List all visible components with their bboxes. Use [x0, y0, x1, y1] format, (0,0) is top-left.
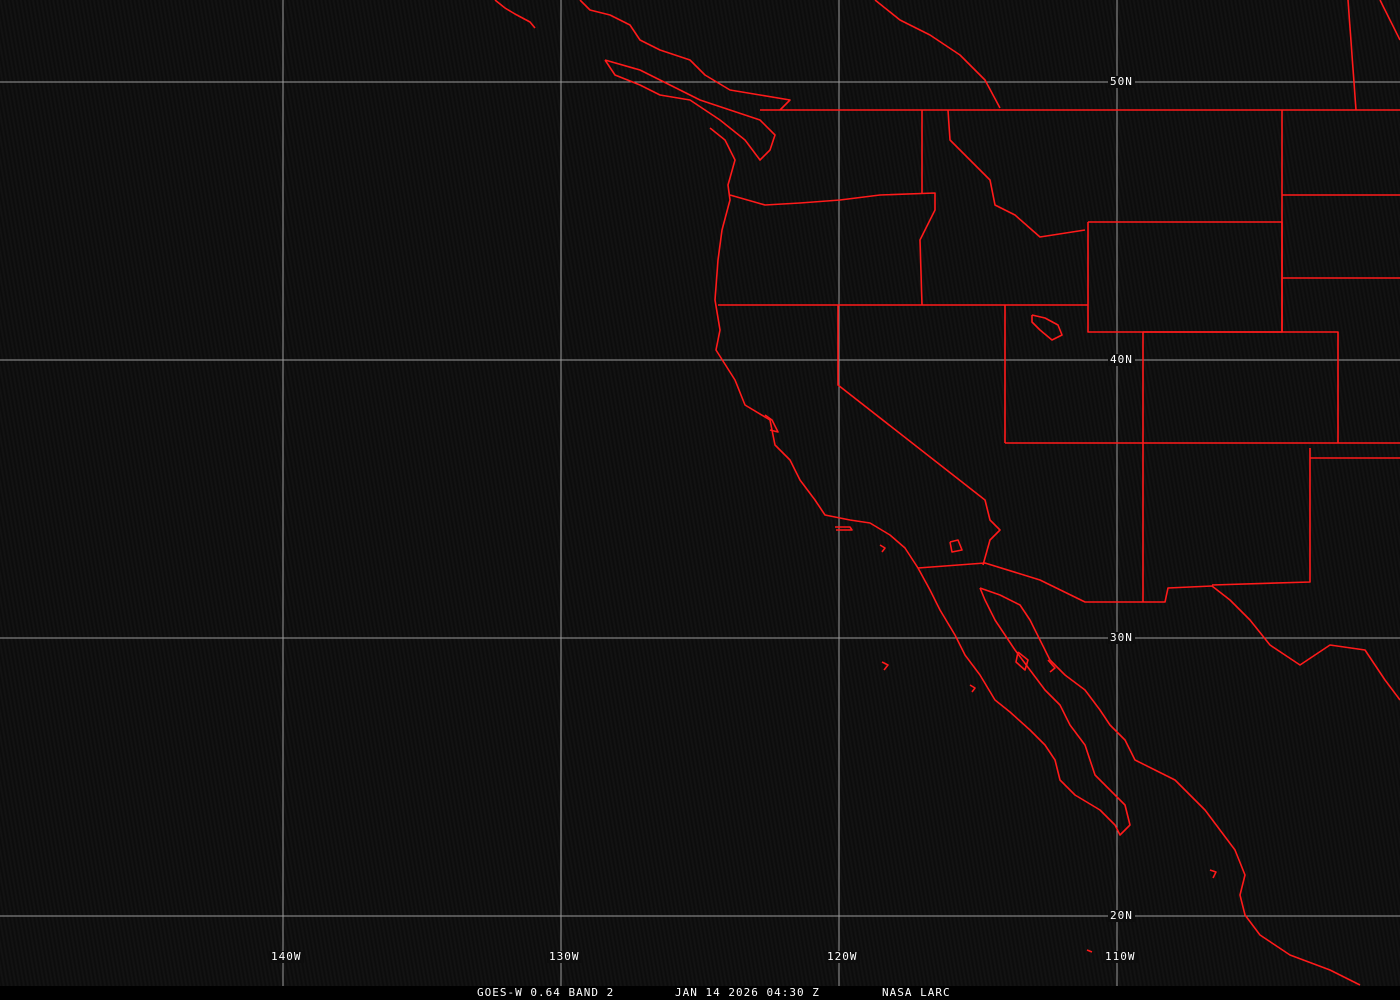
caption-satellite: GOES-W 0.64 BAND 2 [477, 986, 615, 999]
channel-islands [835, 526, 853, 531]
sask-manitoba-border [1379, 0, 1400, 41]
boundaries [494, 0, 1400, 986]
west-coast [709, 127, 1131, 836]
bc-alberta-border [874, 0, 1001, 109]
salton-sea [949, 539, 963, 553]
colorado-border [1143, 331, 1339, 443]
island-f [1086, 949, 1093, 953]
lat-label-30n: 30N [1108, 631, 1135, 644]
sf-bay [764, 414, 779, 433]
tiburon-island [1015, 651, 1029, 671]
bc-mainland-coast [579, 0, 791, 111]
caption-bar: GOES-W 0.64 BAND 2 JAN 14 2026 04:30 Z N… [0, 986, 1400, 1000]
mexico-mainland-coast [979, 587, 1361, 986]
lat-label-20n: 20N [1108, 909, 1135, 922]
island-e [1209, 869, 1217, 879]
id-mt-border [947, 109, 1086, 238]
alberta-sask-border [1347, 0, 1357, 111]
island-b [881, 661, 889, 671]
lon-label-130w: 130W [547, 950, 582, 963]
nm-east-border [1211, 448, 1311, 586]
lon-label-140w: 140W [269, 950, 304, 963]
wa-or-border [729, 192, 936, 306]
caption-source: NASA LARC [882, 986, 951, 999]
great-salt-lake [1031, 314, 1063, 341]
bc-coast [494, 0, 536, 29]
caption-datetime: JAN 14 2026 04:30 Z [675, 986, 820, 999]
ca-nv-border [837, 305, 1001, 566]
lat-label-40n: 40N [1108, 353, 1135, 366]
us-mexico-border [917, 562, 1400, 701]
island-d [1047, 659, 1056, 673]
lon-label-120w: 120W [825, 950, 860, 963]
vancouver-island [604, 59, 776, 161]
lat-label-50n: 50N [1108, 75, 1135, 88]
island-c [969, 684, 976, 693]
island-a [879, 544, 886, 553]
lon-label-110w: 110W [1103, 950, 1138, 963]
